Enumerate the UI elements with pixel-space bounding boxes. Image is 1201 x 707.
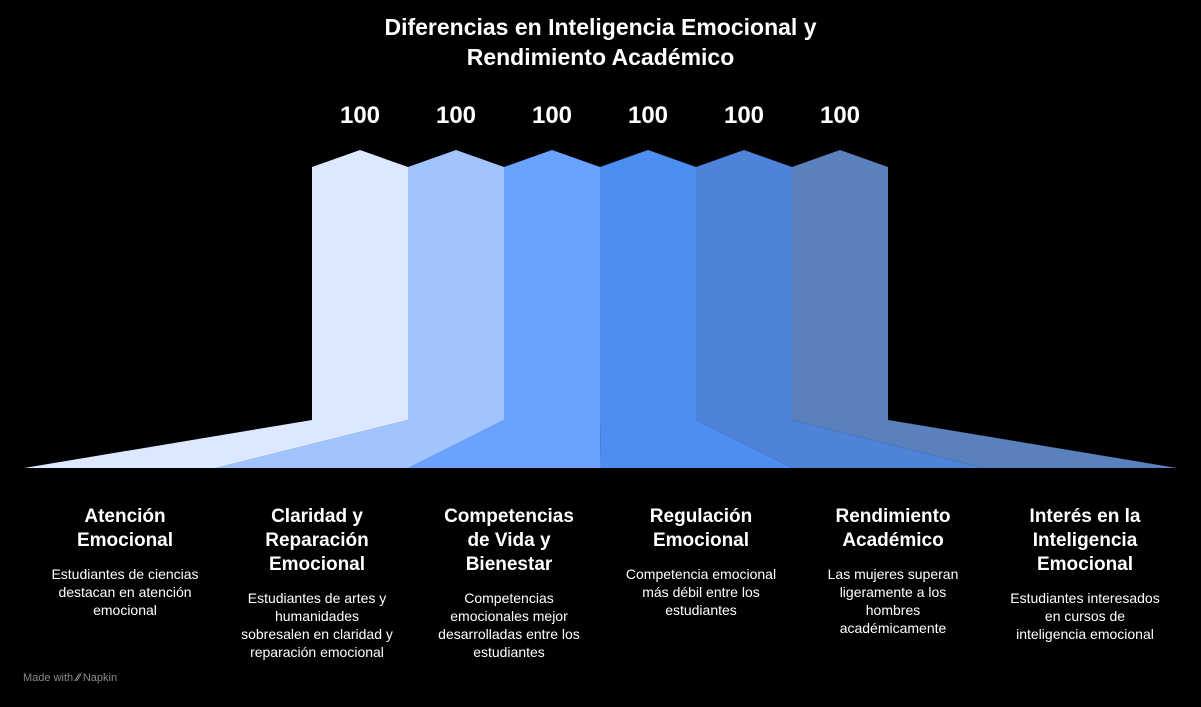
category-item: Claridad y Reparación Emocional Estudiantes… <box>232 505 402 661</box>
funnel-slant-4 <box>600 420 793 468</box>
category-item: Interés en la Inteligencia Emocional Estudi… <box>1000 505 1170 643</box>
category-description-line: sobresalen en claridad y <box>241 626 393 642</box>
category-description: Competencias emocionales mejor desarrollad… <box>424 589 594 661</box>
footer-prefix: Made with <box>23 672 74 684</box>
category-description-line: Estudiantes de artes y <box>247 590 387 606</box>
funnel-slant-1 <box>24 420 408 468</box>
category-heading-line: Regulación <box>649 506 753 527</box>
category-heading-line: Inteligencia <box>1032 530 1138 551</box>
category-description-line: inteligencia emocional <box>1016 626 1154 642</box>
column-layer <box>312 150 888 420</box>
category-description-line: Estudiantes interesados <box>1010 590 1160 606</box>
category-description: Estudiantes interesados en cursos de intel… <box>1000 589 1170 643</box>
category-description-line: emocionales mejor <box>450 608 568 624</box>
category-description-line: Las mujeres superan <box>827 566 959 582</box>
funnel-slant-5 <box>696 420 985 468</box>
value-label-layer: 100 100 100 100 100 100 <box>340 102 860 129</box>
value-label-4: 100 <box>628 102 668 129</box>
category-description-line: destacan en atención <box>58 584 192 600</box>
value-label-1: 100 <box>340 102 380 129</box>
title-line-1: Diferencias en Inteligencia Emocional y <box>384 14 817 40</box>
category-heading: Atención Emocional <box>40 505 210 553</box>
funnel-column-5 <box>696 150 792 420</box>
category-description-line: humanidades <box>274 608 360 624</box>
category-heading-line: Interés en la <box>1029 506 1141 527</box>
category-heading-line: de Vida y <box>467 530 551 551</box>
slant-layer <box>24 420 1177 468</box>
funnel-slant-6 <box>792 420 1177 468</box>
category-item: Rendimiento Académico Las mujeres superan l… <box>808 505 978 637</box>
footer-brand: Napkin <box>82 672 118 684</box>
category-item: Competencias de Vida y Bienestar Competenci… <box>424 505 594 661</box>
category-description-line: reparación emocional <box>250 644 384 660</box>
category-heading-line: Emocional <box>1036 554 1134 575</box>
funnel-column-4 <box>600 150 696 420</box>
category-heading-line: Rendimiento <box>835 506 951 527</box>
funnel-slant-3 <box>408 420 601 468</box>
category-description-line: más débil entre los <box>642 584 760 600</box>
category-item: Atención Emocional Estudiantes de ciencias… <box>40 505 210 619</box>
category-description-line: en cursos de <box>1044 608 1126 624</box>
category-description-line: desarrolladas entre los <box>438 626 580 642</box>
category-item: Regulación Emocional Competencia emocional… <box>616 505 786 619</box>
value-label-3: 100 <box>532 102 572 129</box>
funnel-slant-2 <box>216 420 504 468</box>
category-description: Competencia emocional más débil entre los… <box>616 565 786 619</box>
diagram-title: Diferencias en Inteligencia Emocional y … <box>0 12 1201 72</box>
title-line-2: Rendimiento Académico <box>466 44 735 70</box>
category-description: Estudiantes de artes y humanidades sobresa… <box>232 589 402 661</box>
category-description-line: estudiantes <box>665 602 737 618</box>
category-heading-line: Emocional <box>268 554 366 575</box>
funnel-column-6 <box>792 150 888 420</box>
category-description-line: hombres <box>865 602 921 618</box>
category-heading-line: Académico <box>842 530 944 551</box>
category-description-line: Competencias <box>464 590 554 606</box>
category-description-line: ligeramente a los <box>839 584 947 600</box>
category-heading-line: Competencias <box>444 506 574 527</box>
value-label-6: 100 <box>820 102 860 129</box>
category-description-line: académicamente <box>839 620 947 636</box>
category-heading-line: Claridad y <box>271 506 363 527</box>
category-heading-line: Reparación <box>265 530 369 551</box>
value-label-5: 100 <box>724 102 764 129</box>
category-heading: Rendimiento Académico <box>808 505 978 553</box>
category-heading: Competencias de Vida y Bienestar <box>424 505 594 577</box>
category-heading: Interés en la Inteligencia Emocional <box>1000 505 1170 577</box>
funnel-column-2 <box>408 150 504 420</box>
category-heading-line: Atención <box>84 506 166 527</box>
funnel-column-3 <box>504 150 600 420</box>
category-heading-line: Emocional <box>652 530 750 551</box>
category-description-line: Estudiantes de ciencias <box>51 566 199 582</box>
value-label-2: 100 <box>436 102 476 129</box>
category-description: Las mujeres superan ligeramente a los homb… <box>808 565 978 637</box>
category-description: Estudiantes de ciencias destacan en atenc… <box>40 565 210 619</box>
category-heading-line: Emocional <box>76 530 174 551</box>
footer-credit: Made with ⁄⁄ Napkin <box>23 672 117 684</box>
funnel-column-1 <box>312 150 408 420</box>
category-heading-line: Bienestar <box>465 554 553 575</box>
category-description-line: Competencia emocional <box>625 566 777 582</box>
category-description-line: estudiantes <box>473 644 545 660</box>
napkin-logo-icon: ⁄⁄ <box>76 672 80 684</box>
category-heading: Claridad y Reparación Emocional <box>232 505 402 577</box>
category-heading: Regulación Emocional <box>616 505 786 553</box>
category-description-line: emocional <box>93 602 157 618</box>
